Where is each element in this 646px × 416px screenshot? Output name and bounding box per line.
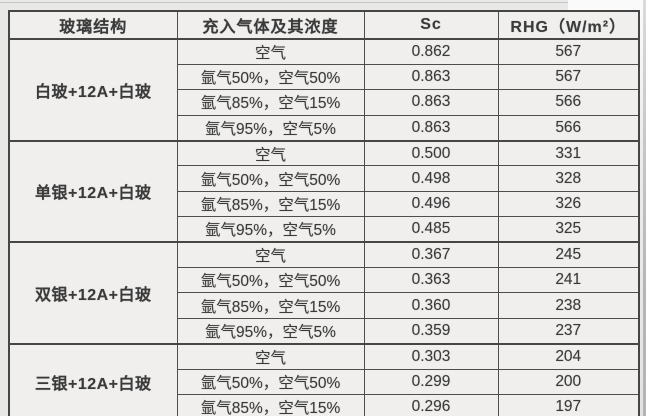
rhg-cell: 331 bbox=[497, 139, 640, 167]
sc-cell: 0.296 bbox=[363, 393, 499, 416]
sc-cell: 0.367 bbox=[363, 241, 499, 269]
sc-cell: 0.360 bbox=[363, 292, 499, 319]
gas-cell: 氩气85%，空气15% bbox=[176, 292, 365, 319]
table-row: 氩气50%，空气50% 0.299 200 bbox=[9, 368, 640, 395]
table-row: 氩气85%，空气15% 0.360 238 bbox=[9, 292, 640, 319]
gas-cell: 氩气95%，空气5% bbox=[176, 114, 365, 142]
gas-cell: 氩气95%，空气5% bbox=[176, 216, 365, 243]
rhg-cell: 328 bbox=[497, 165, 640, 192]
rhg-cell: 245 bbox=[497, 241, 640, 269]
gas-cell: 氩气50%，空气50% bbox=[176, 165, 365, 192]
col-header-gas: 充入气体及其浓度 bbox=[176, 10, 365, 40]
gas-cell: 空气 bbox=[176, 241, 365, 269]
rhg-cell: 566 bbox=[497, 114, 640, 142]
rhg-cell: 567 bbox=[497, 63, 640, 91]
sc-cell: 0.862 bbox=[363, 38, 499, 65]
table-row: 单银+12A+白玻 空气 0.500 331 bbox=[8, 139, 640, 243]
sc-cell: 0.496 bbox=[363, 190, 499, 218]
rhg-cell: 241 bbox=[497, 267, 640, 294]
rhg-cell: 567 bbox=[497, 38, 640, 65]
rhg-cell: 325 bbox=[497, 216, 640, 243]
gas-cell: 氩气85%，空气15% bbox=[176, 190, 365, 218]
gas-cell: 氩气95%，空气5% bbox=[176, 317, 365, 345]
gas-cell: 氩气50%，空气50% bbox=[176, 368, 365, 395]
sc-cell: 0.498 bbox=[363, 165, 499, 192]
sc-cell: 0.863 bbox=[363, 63, 499, 91]
gas-cell: 氩气85%，空气15% bbox=[176, 393, 365, 416]
col-header-sc: Sc bbox=[363, 10, 499, 40]
structure-cell: 单银+12A+白玻 bbox=[8, 139, 178, 243]
sc-cell: 0.863 bbox=[363, 114, 499, 142]
sc-cell: 0.299 bbox=[363, 368, 499, 395]
sc-cell: 0.500 bbox=[363, 139, 499, 167]
structure-cell: 双银+12A+白玻 bbox=[8, 241, 178, 345]
col-header-rhg: RHG（W/m²） bbox=[497, 10, 640, 40]
rhg-cell: 238 bbox=[497, 292, 640, 319]
gas-cell: 氩气50%，空气50% bbox=[176, 267, 365, 294]
rhg-cell: 204 bbox=[497, 342, 640, 370]
gas-cell: 空气 bbox=[176, 139, 365, 167]
table-row: 氩气85%，空气15% 0.296 197 bbox=[9, 393, 640, 416]
structure-cell: 白玻+12A+白玻 bbox=[8, 38, 178, 142]
table-row: 氩气85%，空气15% 0.863 566 bbox=[9, 89, 640, 116]
gas-cell: 空气 bbox=[176, 38, 365, 65]
sc-cell: 0.485 bbox=[363, 216, 499, 243]
table-row: 三银+12A+白玻 空气 0.303 204 bbox=[8, 342, 640, 416]
rhg-cell: 237 bbox=[497, 317, 640, 345]
gas-cell: 氩气85%，空气15% bbox=[176, 89, 365, 116]
rhg-cell: 566 bbox=[497, 89, 640, 116]
structure-cell: 三银+12A+白玻 bbox=[8, 342, 178, 416]
gas-cell: 空气 bbox=[176, 342, 365, 370]
rhg-cell: 200 bbox=[497, 368, 640, 395]
table-row: 双银+12A+白玻 空气 0.367 245 bbox=[8, 241, 640, 345]
scan-top-edge-artifact bbox=[0, 2, 590, 3]
table-row: 白玻+12A+白玻 空气 0.862 567 bbox=[8, 38, 640, 142]
sc-cell: 0.863 bbox=[363, 89, 499, 116]
table-row: 氩气50%，空气50% 0.363 241 bbox=[9, 267, 640, 294]
table-row: 氩气85%，空气15% 0.496 326 bbox=[9, 190, 640, 218]
scan-right-edge-artifact bbox=[643, 0, 646, 416]
scan-corner-highlight bbox=[568, 0, 640, 11]
rhg-cell: 326 bbox=[497, 190, 640, 218]
sc-cell: 0.359 bbox=[363, 317, 499, 345]
col-header-structure: 玻璃结构 bbox=[8, 10, 178, 40]
sc-cell: 0.303 bbox=[363, 342, 499, 370]
gas-cell: 氩气50%，空气50% bbox=[176, 63, 365, 91]
scan-right-margin bbox=[638, 0, 646, 416]
glass-structure-table: 玻璃结构 充入气体及其浓度 Sc RHG（W/m²） 白玻+12A+白玻 空气 … bbox=[8, 10, 640, 416]
rhg-cell: 197 bbox=[497, 393, 640, 416]
sc-cell: 0.363 bbox=[363, 267, 499, 294]
table-row: 氩气50%，空气50% 0.498 328 bbox=[9, 165, 640, 192]
table-row: 氩气95%，空气5% 0.359 237 bbox=[9, 317, 640, 345]
header-row: 玻璃结构 充入气体及其浓度 Sc RHG（W/m²） bbox=[8, 10, 640, 40]
